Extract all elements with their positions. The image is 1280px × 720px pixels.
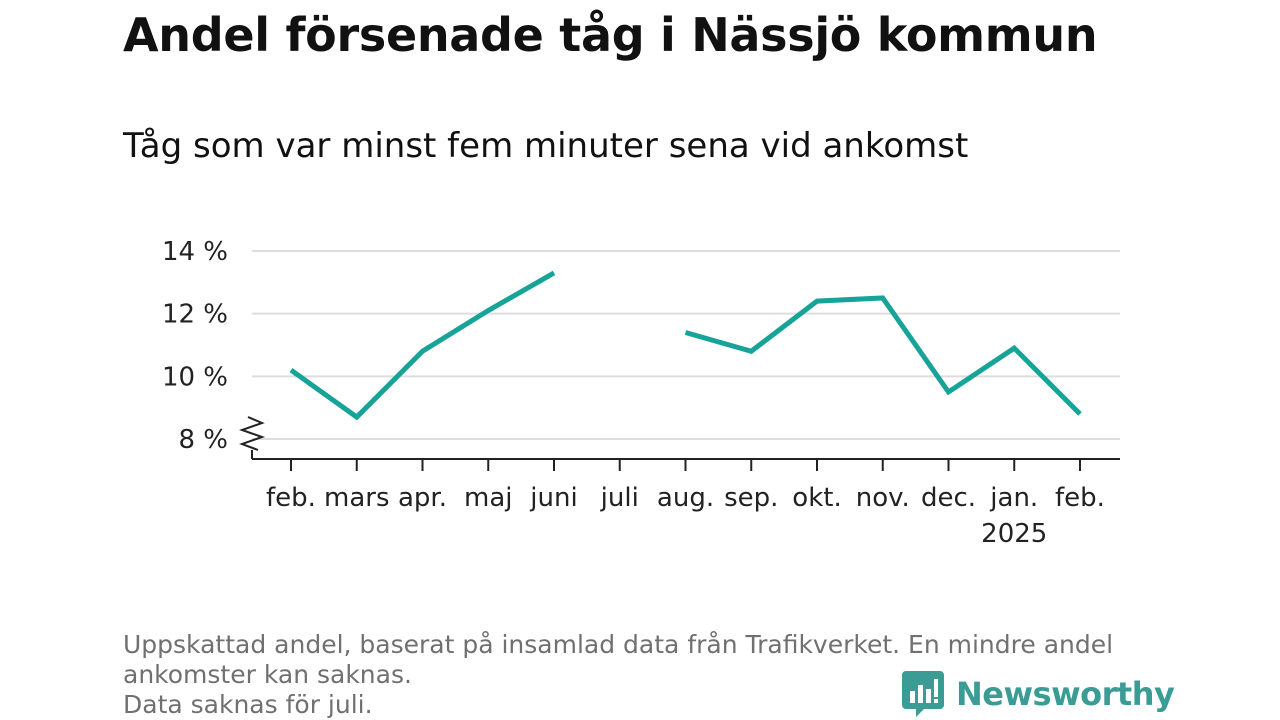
chart-subtitle: Tåg som var minst fem minuter sena vid a… — [123, 126, 969, 166]
brand-name: Newsworthy — [956, 675, 1175, 713]
x-tick-label: mars — [324, 483, 390, 513]
footnote-line: ankomster kan saknas. — [123, 660, 412, 689]
bar-chart-speech-bubble-icon — [902, 671, 944, 717]
y-tick-label: 14 % — [162, 237, 228, 267]
series-lines — [289, 270, 1082, 421]
x-tick-label: juli — [600, 483, 639, 513]
y-tick-label: 10 % — [162, 362, 228, 392]
footnote: Uppskattad andel, baserat på insamlad da… — [123, 630, 1163, 720]
x-tick-label: apr. — [398, 483, 447, 513]
x-tick-label: okt. — [792, 483, 841, 513]
footnote-line: Uppskattad andel, baserat på insamlad da… — [123, 630, 1114, 659]
x-tick-label: juni — [529, 483, 577, 513]
chart-title: Andel försenade tåg i Nässjö kommun — [123, 8, 1098, 62]
x-year-label: 2025 — [981, 519, 1047, 549]
series-line — [289, 270, 556, 421]
x-tick-label: feb. — [266, 483, 316, 513]
x-tick-label: dec. — [921, 483, 976, 513]
x-tick-label: sep. — [724, 483, 778, 513]
x-tick-label: aug. — [657, 483, 714, 513]
brand-logo: Newsworthy — [902, 671, 1175, 717]
line-chart: 8 % 10 % 12 % 14 % feb. mars apr. maj juni juli a… — [162, 237, 1120, 549]
x-axis-ticks: feb. mars apr. maj juni juli aug. sep. okt. nov. d… — [266, 459, 1105, 549]
y-axis-break-mark — [238, 416, 266, 451]
gridlines — [252, 250, 1120, 440]
x-tick-label: feb. — [1055, 483, 1105, 513]
y-tick-label: 12 % — [162, 300, 228, 330]
footnote-line: Data saknas för juli. — [123, 690, 373, 719]
x-tick-label: nov. — [856, 483, 910, 513]
y-tick-label: 8 % — [178, 425, 228, 455]
x-tick-label: maj — [464, 483, 512, 513]
series-line — [684, 295, 1082, 416]
y-axis-ticks: 8 % 10 % 12 % 14 % — [162, 237, 228, 455]
x-tick-label: jan. — [989, 483, 1038, 513]
